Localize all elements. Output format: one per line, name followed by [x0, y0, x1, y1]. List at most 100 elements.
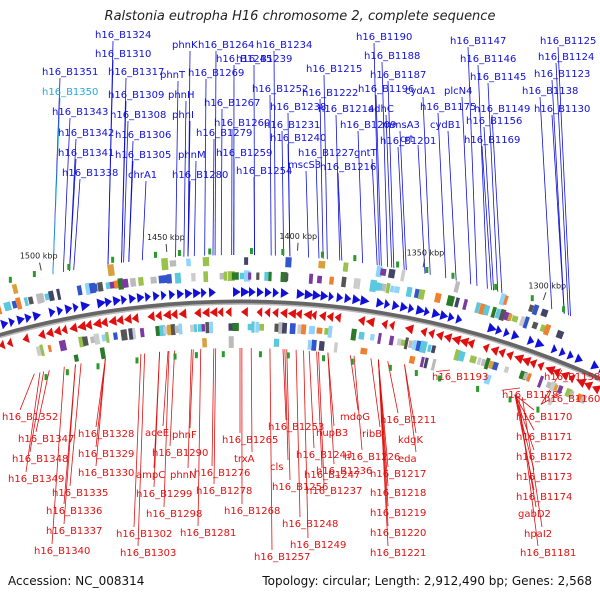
forward-gene-arrow [296, 288, 305, 299]
forward-callout-line [483, 126, 494, 291]
forward-gene-label: adhC [368, 104, 394, 115]
inner-feature-block [333, 342, 339, 353]
reverse-gene-label: h16_B1257 [254, 552, 310, 563]
outer-feature-block [417, 288, 426, 300]
inner-feature-block [360, 347, 368, 355]
inner-feature-block [547, 397, 554, 406]
forward-gene-label: h16_B1310 [95, 49, 151, 60]
outer-feature-block [106, 263, 115, 277]
outer-feature-block [109, 281, 115, 289]
reverse-callout-line [436, 369, 451, 372]
reverse-callout-line [162, 351, 169, 427]
reverse-gene-label: h16_B1302 [116, 529, 172, 540]
forward-callout-line [397, 146, 405, 270]
map-title: Ralstonia eutropha H16 chromosome 2, com… [104, 9, 496, 24]
outer-feature-block [518, 315, 527, 327]
green-mark [249, 248, 253, 255]
reverse-gene-arrow [428, 329, 436, 339]
forward-gene-label: h16_B1125 [540, 36, 596, 47]
inner-feature-block [274, 323, 280, 333]
forward-gene-label: h16_B1239 [236, 54, 292, 65]
forward-callout-line [128, 160, 134, 262]
forward-gene-label: h16_B1214 [318, 104, 374, 115]
forward-gene-arrow [16, 315, 25, 326]
forward-callout-line [183, 100, 187, 257]
reverse-gene-arrow [123, 313, 132, 324]
outer-feature-block [434, 292, 442, 304]
reverse-gene-label: ribB [362, 429, 382, 440]
reverse-callout-line [353, 355, 363, 451]
reverse-callout-line [516, 395, 537, 508]
tick-mark [422, 259, 426, 268]
reverse-gene-label: h16_B1248 [282, 519, 338, 530]
forward-gene-label: mscS3 [288, 160, 321, 171]
inner-feature-block [358, 331, 365, 340]
outer-feature-block [11, 283, 19, 295]
outer-feature-block [462, 298, 469, 311]
reverse-gene-arrow [467, 339, 476, 349]
forward-gene-label: h16_B1280 [172, 170, 228, 181]
forward-gene-label: h16_B1201 [380, 136, 436, 147]
forward-gene-label: h16_B1147 [450, 36, 506, 47]
forward-gene-arrow [383, 298, 391, 309]
outer-feature-block [264, 271, 269, 281]
reverse-callout-line [197, 348, 202, 527]
forward-callout-line [487, 82, 499, 292]
inner-feature-block [408, 355, 416, 365]
forward-gene-label: h16_B1209 [340, 120, 396, 131]
reverse-gene-arrow [459, 337, 470, 348]
reverse-callout-line [169, 350, 175, 447]
green-mark [173, 353, 177, 360]
forward-gene-arrow [72, 302, 79, 313]
forward-gene-label: cydB1 [430, 120, 461, 131]
forward-gene-arrow [128, 293, 137, 304]
forward-gene-arrow [168, 289, 176, 300]
outer-feature-block [202, 257, 210, 267]
forward-callout-line [187, 180, 191, 257]
forward-callout-line [555, 62, 569, 316]
reverse-callout-line [95, 358, 106, 467]
forward-gene-arrow [574, 353, 583, 363]
reverse-gene-arrow [295, 309, 303, 320]
reverse-gene-arrow [272, 307, 279, 318]
forward-gene-arrow [455, 313, 463, 324]
forward-callout-line [107, 59, 114, 265]
inner-feature-block [73, 354, 80, 362]
forward-gene-label: gntT [354, 148, 378, 159]
reverse-gene-label: h16_B1336 [46, 506, 102, 517]
green-mark [32, 271, 36, 278]
forward-gene-arrow [431, 308, 441, 319]
reverse-gene-arrow [38, 329, 46, 340]
forward-gene-arrow [344, 293, 352, 304]
reverse-gene-arrow [217, 307, 224, 318]
forward-gene-arrow [112, 296, 121, 307]
reverse-gene-arrow [53, 325, 62, 336]
inner-feature-block [251, 321, 255, 333]
forward-gene-label: mmsA3 [382, 120, 420, 131]
reverse-gene-label: h16_B1249 [290, 540, 346, 551]
reverse-gene-arrow [482, 343, 490, 354]
forward-gene-label: h16_B1342 [58, 128, 114, 139]
forward-gene-label: h16_B1305 [115, 150, 171, 161]
forward-gene-label: h16_B1317 [108, 67, 164, 78]
forward-callout-line [123, 120, 129, 263]
reverse-gene-arrow [108, 315, 117, 326]
outer-feature-block [490, 306, 498, 319]
forward-callout-line [539, 96, 553, 310]
green-mark [530, 295, 534, 302]
reverse-gene-label: h16_B1172 [516, 452, 572, 463]
inner-feature-block [170, 323, 176, 336]
reverse-callout-line [29, 371, 45, 453]
green-mark [438, 375, 442, 382]
outer-feature-block [129, 277, 137, 287]
reverse-gene-label: h16_B1211 [380, 415, 436, 426]
reverse-gene-arrow [553, 368, 562, 378]
inner-feature-block [93, 333, 101, 345]
green-mark [536, 406, 540, 413]
outer-feature-block [158, 275, 164, 284]
inner-feature-block [407, 340, 414, 349]
reverse-callout-line [316, 351, 323, 469]
forward-callout-line [273, 50, 276, 256]
reverse-gene-label: h16_B1349 [8, 474, 64, 485]
